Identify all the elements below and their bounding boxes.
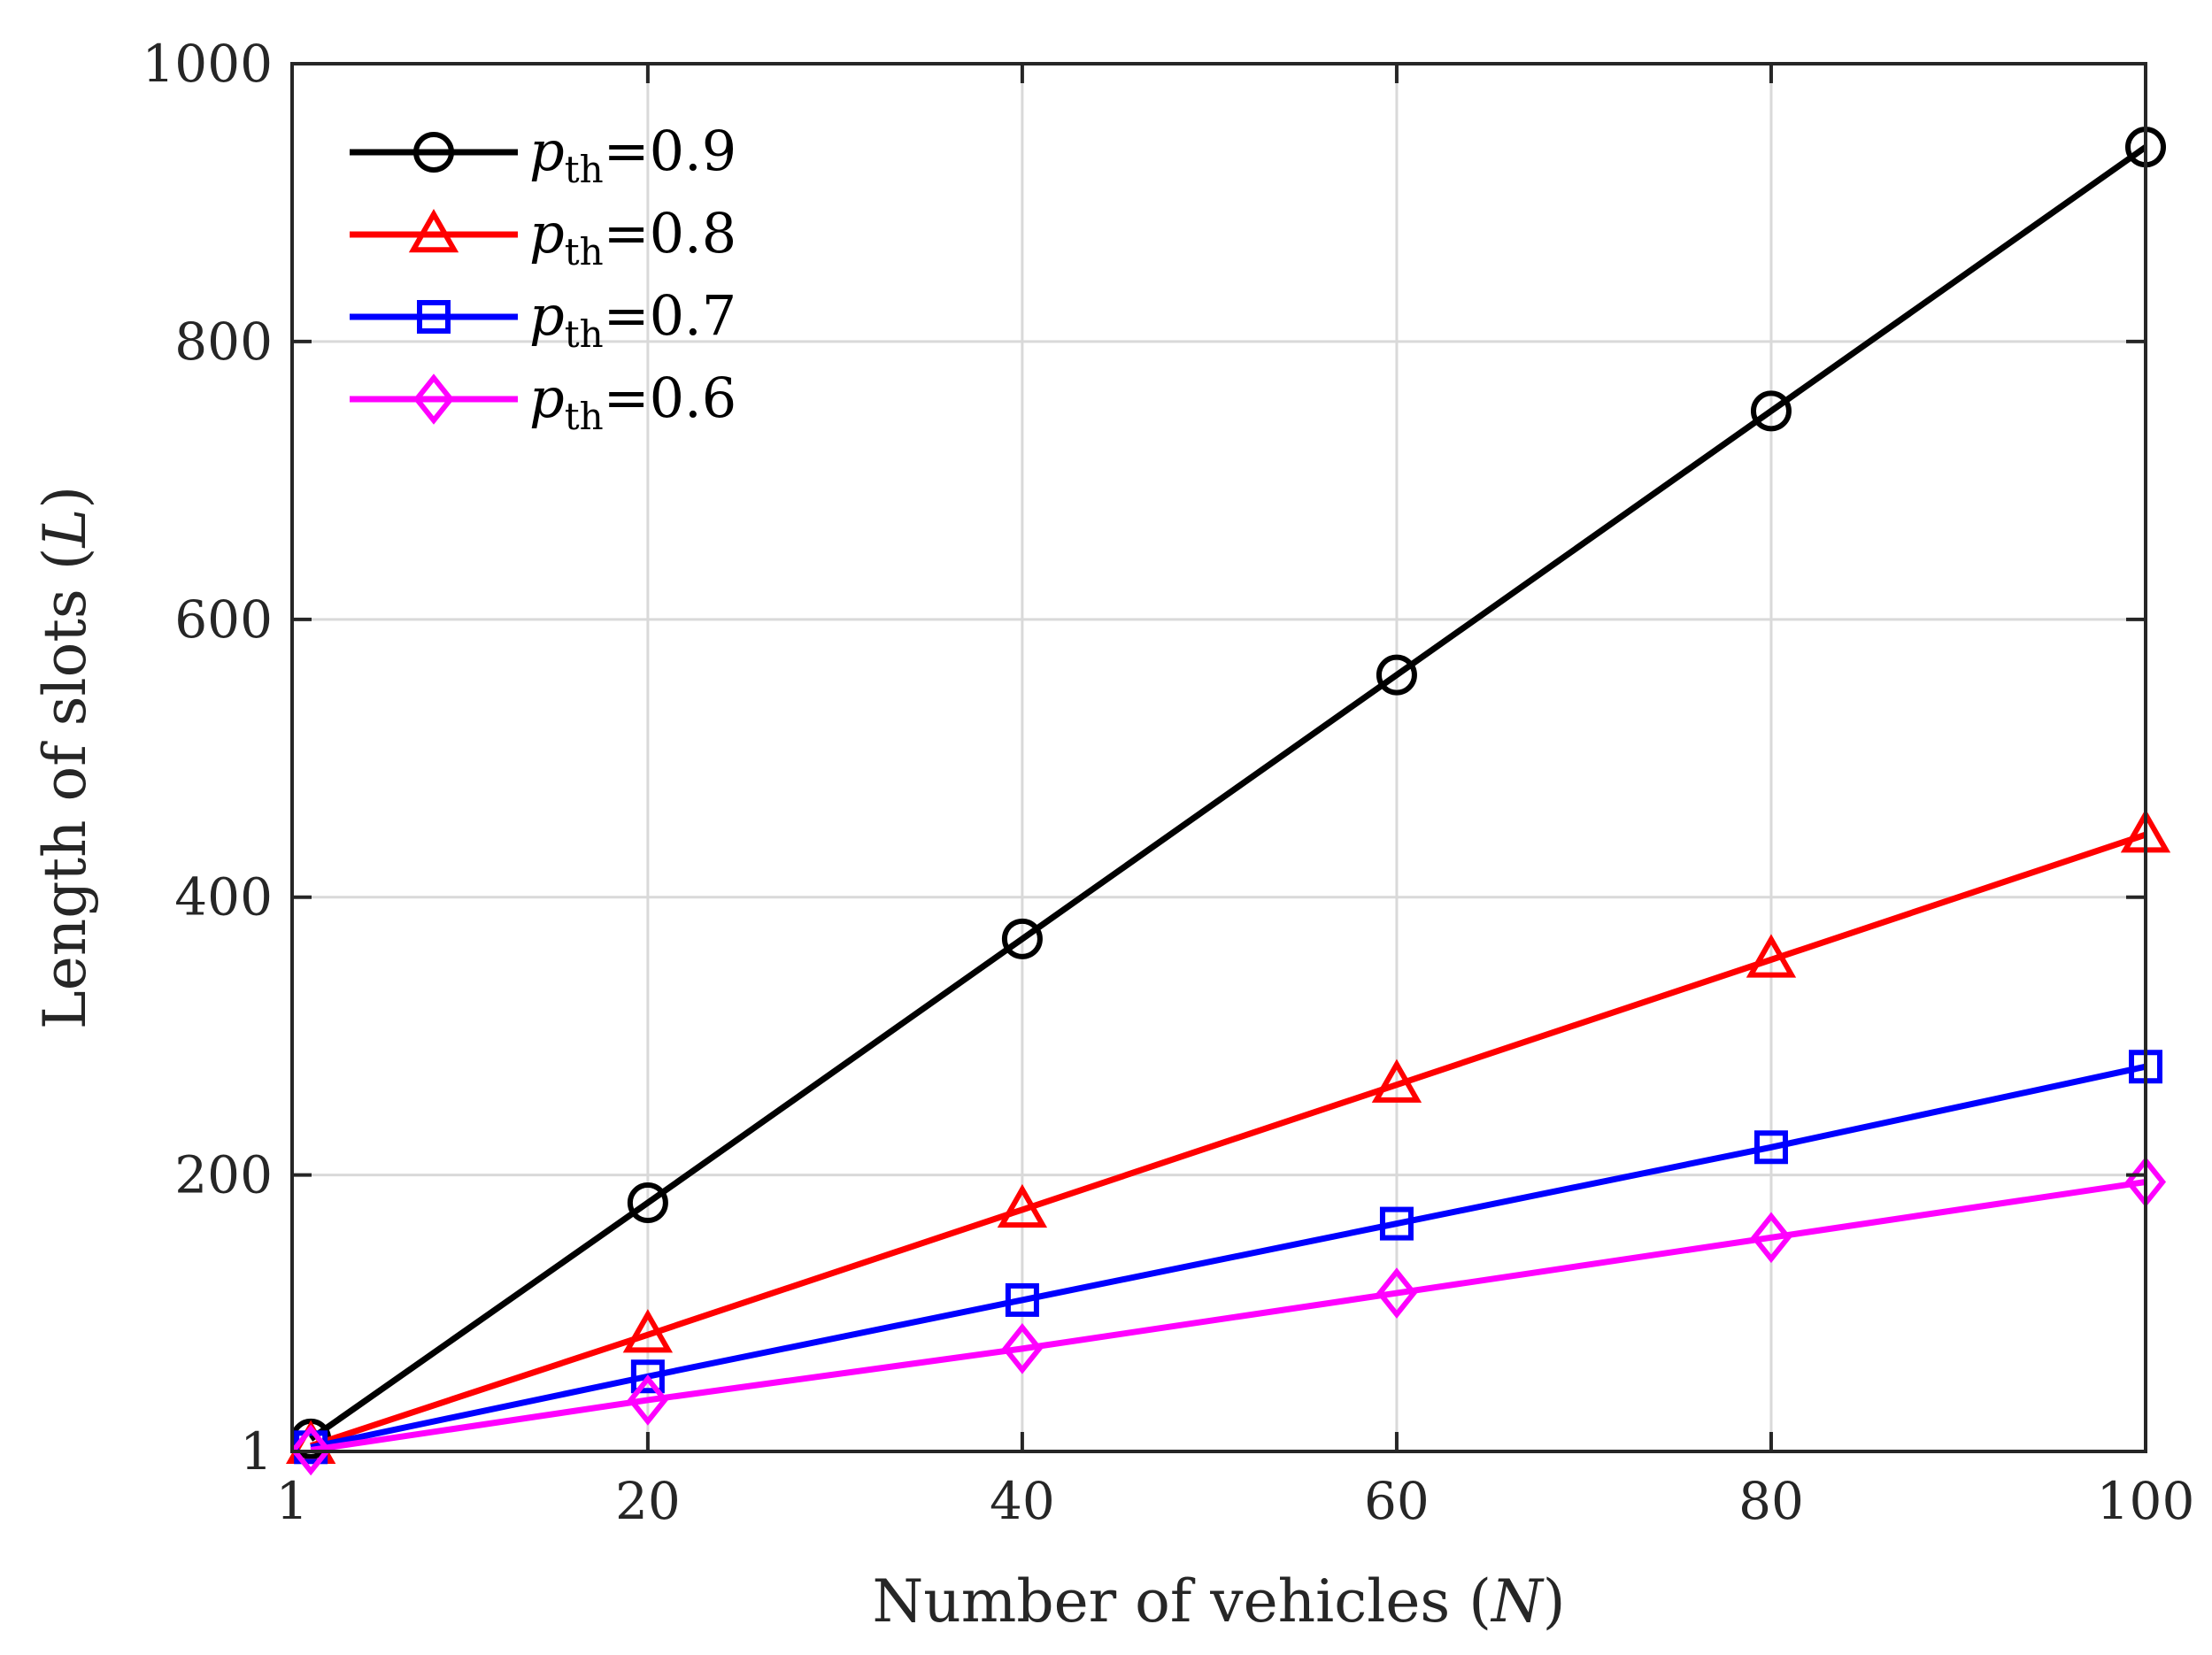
x-tick-label: 1 bbox=[276, 1471, 309, 1531]
data-point-diamond bbox=[627, 1374, 668, 1426]
y-tick-label: 1 bbox=[240, 1421, 273, 1482]
data-point-diamond bbox=[1376, 1267, 1417, 1319]
data-point-square bbox=[1753, 1130, 1788, 1165]
x-tick-label: 80 bbox=[1738, 1471, 1804, 1531]
axes-box bbox=[290, 62, 2147, 1453]
legend-label: pth=0.9 bbox=[529, 119, 736, 191]
legend-swatch-marker bbox=[413, 132, 454, 173]
series-line bbox=[310, 1179, 2146, 1453]
data-point-circle bbox=[1376, 654, 1417, 696]
legend-swatch-marker bbox=[412, 373, 455, 425]
series-0.6 bbox=[290, 1156, 2167, 1476]
legend-swatch-marker bbox=[417, 300, 451, 334]
legend-swatch-marker bbox=[408, 208, 459, 253]
legend: pth=0.9 pth=0.8 pth=0.7 pth=0.6 bbox=[350, 119, 736, 438]
data-point-square bbox=[1005, 1282, 1039, 1317]
x-tick-label: 40 bbox=[990, 1471, 1055, 1531]
data-point-diamond bbox=[1750, 1212, 1792, 1264]
data-point-diamond bbox=[290, 1424, 332, 1476]
data-point-triangle bbox=[997, 1183, 1048, 1228]
y-tick-label: 400 bbox=[174, 867, 273, 928]
legend-label: pth=0.7 bbox=[529, 283, 736, 356]
legend-label: pth=0.8 bbox=[529, 201, 736, 273]
y-tick-label: 800 bbox=[174, 312, 273, 372]
series-layer bbox=[285, 127, 2171, 1476]
data-point-diamond bbox=[1001, 1323, 1043, 1374]
ticks: 1 20 40 60 80 100 1 200 400 600 800 1000 bbox=[142, 34, 2194, 1531]
data-point-triangle bbox=[622, 1309, 674, 1353]
y-axis-title: Length of slots (L) bbox=[31, 486, 99, 1029]
series-line bbox=[310, 831, 2147, 1450]
series-line bbox=[309, 144, 2148, 1442]
legend-entry: pth=0.6 bbox=[350, 366, 736, 438]
data-point-triangle bbox=[1746, 934, 1797, 978]
y-tick-label: 600 bbox=[174, 589, 273, 650]
data-point-square bbox=[630, 1359, 665, 1394]
y-tick-label: 200 bbox=[174, 1145, 273, 1205]
x-tick-label: 100 bbox=[2097, 1471, 2195, 1531]
y-tick-label: 1000 bbox=[142, 34, 273, 94]
x-axis-title: Number of vehicles (N) bbox=[872, 1567, 1565, 1636]
data-point-circle bbox=[627, 1182, 668, 1224]
x-tick-label: 60 bbox=[1364, 1471, 1430, 1531]
data-point-circle bbox=[1001, 918, 1043, 959]
data-point-square bbox=[1379, 1206, 1414, 1241]
data-point-circle bbox=[1750, 390, 1792, 432]
legend-entry: pth=0.7 bbox=[350, 283, 736, 356]
data-point-triangle bbox=[1371, 1058, 1422, 1103]
legend-entry: pth=0.8 bbox=[350, 201, 736, 273]
legend-entry: pth=0.9 bbox=[350, 119, 736, 191]
series-line bbox=[310, 1063, 2146, 1451]
legend-label: pth=0.6 bbox=[529, 366, 736, 438]
x-tick-label: 20 bbox=[615, 1471, 681, 1531]
